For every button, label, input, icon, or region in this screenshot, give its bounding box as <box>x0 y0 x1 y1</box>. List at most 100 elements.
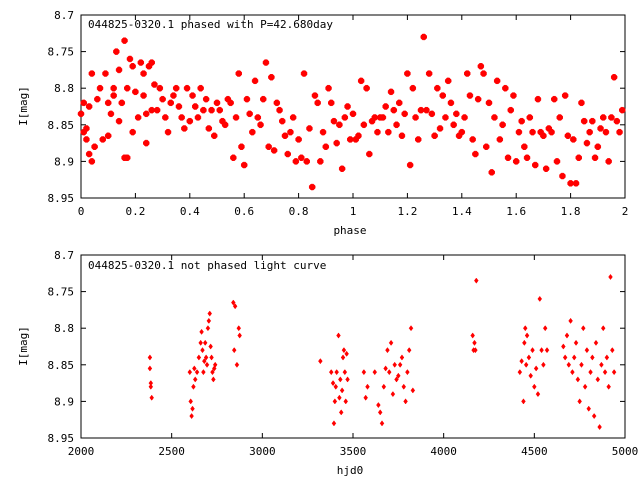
phased-x-tick-label: 0.2 <box>125 205 145 218</box>
unphased-data-point <box>148 380 154 387</box>
phased-x-tick-label: 1.4 <box>452 205 472 218</box>
phased-data-point <box>602 128 610 136</box>
phased-data-point <box>273 99 281 107</box>
phased-plot-frame <box>80 14 626 199</box>
phased-data-point <box>295 136 302 143</box>
unphased-data-point <box>406 347 412 354</box>
phased-data-point <box>192 103 199 110</box>
unphased-data-point <box>408 325 414 332</box>
phased-data-point <box>118 99 126 107</box>
phased-data-point <box>526 114 534 121</box>
phased-data-point <box>115 66 123 74</box>
unphased-data-point <box>201 369 206 376</box>
phased-data-point <box>415 136 422 143</box>
unphased-data-point <box>209 354 214 361</box>
unphased-data-point <box>383 365 388 372</box>
unphased-data-point <box>532 383 537 390</box>
phased-data-point <box>249 128 256 136</box>
phased-data-point <box>99 136 106 143</box>
phased-data-point <box>306 125 313 132</box>
phased-data-point <box>178 114 185 121</box>
phased-data-point <box>279 117 286 125</box>
phased-x-tick-label: 0.6 <box>234 205 254 218</box>
phased-data-point <box>230 154 237 161</box>
phased-x-tick-label: 1.2 <box>397 205 417 218</box>
phased-x-tick-label: 0.4 <box>180 205 200 218</box>
phased-data-point <box>610 74 618 81</box>
unphased-data-point <box>190 405 195 412</box>
unphased-data-point <box>340 354 346 361</box>
phased-data-point <box>221 121 229 129</box>
unphased-data-point <box>390 391 396 398</box>
phased-data-point <box>328 99 335 107</box>
phased-data-point <box>404 70 411 77</box>
unphased-data-point <box>535 391 541 398</box>
phased-data-point <box>287 128 294 136</box>
unphased-data-point <box>344 350 349 357</box>
phased-title: 044825-0320.1 phased with P=42.680day <box>88 18 333 31</box>
phased-data-point <box>153 106 161 114</box>
phased-data-point <box>240 161 248 169</box>
phased-data-point <box>491 114 498 121</box>
phased-data-point <box>521 143 528 150</box>
phased-data-point <box>507 106 514 114</box>
phased-data-point <box>387 88 395 96</box>
unphased-data-point <box>595 376 601 383</box>
phased-data-point <box>434 84 441 92</box>
phased-data-point <box>447 99 455 107</box>
unphased-data-point <box>147 354 153 361</box>
unphased-data-point <box>208 343 213 350</box>
phased-data-point <box>156 84 164 92</box>
unphased-y-tick-label: 8.75 <box>48 286 75 299</box>
phased-data-point <box>80 99 87 107</box>
unphased-plot-frame <box>80 254 626 439</box>
phased-data-point <box>572 180 580 187</box>
phased-data-point <box>510 92 517 99</box>
phased-data-point <box>567 180 574 187</box>
phased-data-point <box>396 99 403 107</box>
phased-data-point <box>314 99 321 107</box>
phased-data-point <box>134 114 142 121</box>
phased-data-point <box>556 114 563 121</box>
phased-data-point <box>211 132 218 139</box>
phased-data-point <box>559 172 566 180</box>
unphased-data-point <box>597 424 602 431</box>
phased-data-point <box>281 132 289 139</box>
unphased-data-point <box>330 380 336 387</box>
phased-data-point <box>162 114 169 121</box>
phased-data-point <box>235 70 242 77</box>
phased-data-point <box>423 106 430 114</box>
unphased-data-point <box>561 343 566 350</box>
unphased-data-point <box>202 339 208 346</box>
phased-data-point <box>431 132 438 139</box>
phased-data-point <box>613 117 621 125</box>
unphased-y-axis: 8.7 8.75 8.8 8.85 8.9 8.95 <box>48 249 625 445</box>
unphased-data-point <box>196 354 202 361</box>
unphased-data-point <box>396 372 401 379</box>
unphased-data-point <box>361 369 367 376</box>
unphased-data-point <box>331 420 337 427</box>
phased-data-point <box>575 154 582 161</box>
phased-data-point <box>401 110 408 118</box>
phased-data-point <box>504 154 512 161</box>
phased-data-point <box>140 70 147 77</box>
phased-y-tick-label: 8.95 <box>48 192 75 205</box>
unphased-data-point <box>387 369 392 376</box>
unphased-data-point <box>579 361 584 368</box>
phased-data-point <box>213 99 221 107</box>
phased-data-point <box>88 70 96 77</box>
phased-data-point <box>608 114 615 121</box>
phased-data-point <box>363 84 370 92</box>
phased-data-point <box>333 139 340 147</box>
unphased-data-point <box>562 354 568 361</box>
unphased-data-point <box>570 369 575 376</box>
unphased-data-point <box>376 402 381 409</box>
unphased-data-point <box>212 361 218 368</box>
unphased-y-tick-label: 8.7 <box>54 249 74 262</box>
phased-data-point <box>159 95 166 103</box>
unphased-data-point <box>388 339 394 346</box>
phased-data-point <box>499 121 506 129</box>
unphased-data-point <box>523 325 528 332</box>
phased-data-point <box>238 143 245 150</box>
unphased-data-point <box>521 398 526 405</box>
